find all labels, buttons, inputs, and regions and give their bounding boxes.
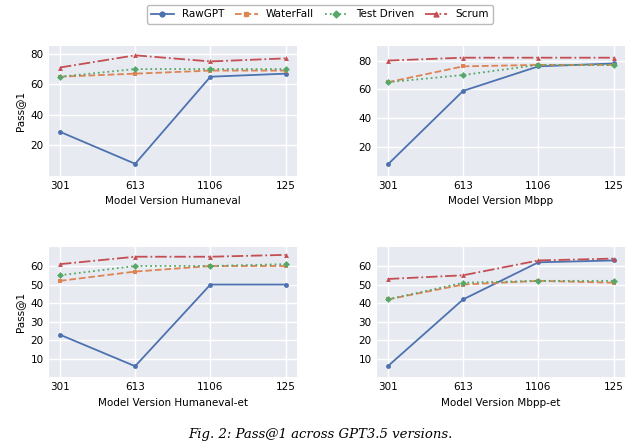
X-axis label: Model Version Mbpp-et: Model Version Mbpp-et xyxy=(441,398,561,408)
X-axis label: Model Version Humaneval: Model Version Humaneval xyxy=(105,196,241,206)
Y-axis label: Pass@1: Pass@1 xyxy=(15,292,25,332)
X-axis label: Model Version Mbpp: Model Version Mbpp xyxy=(448,196,554,206)
Legend: RawGPT, WaterFall, Test Driven, Scrum: RawGPT, WaterFall, Test Driven, Scrum xyxy=(147,5,493,24)
Text: Fig. 2: Pass@1 across GPT3.5 versions.: Fig. 2: Pass@1 across GPT3.5 versions. xyxy=(188,428,452,441)
X-axis label: Model Version Humaneval-et: Model Version Humaneval-et xyxy=(98,398,248,408)
Y-axis label: Pass@1: Pass@1 xyxy=(15,91,25,131)
